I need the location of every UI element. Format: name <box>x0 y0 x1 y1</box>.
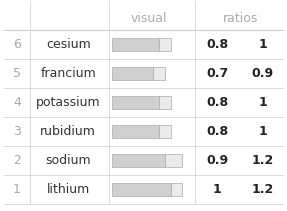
Bar <box>112 183 170 196</box>
Text: ratios: ratios <box>222 12 258 25</box>
Text: 1.2: 1.2 <box>252 154 274 167</box>
Text: 5: 5 <box>13 67 21 80</box>
Bar <box>159 125 170 138</box>
Text: rubidium: rubidium <box>40 125 96 138</box>
Bar <box>112 154 165 167</box>
Text: 1: 1 <box>259 38 267 51</box>
Text: 0.8: 0.8 <box>206 38 228 51</box>
Bar <box>159 96 170 109</box>
Text: 0.8: 0.8 <box>206 96 228 109</box>
Text: visual: visual <box>131 12 167 25</box>
Text: 1: 1 <box>259 96 267 109</box>
Bar <box>153 67 165 80</box>
Text: francium: francium <box>40 67 96 80</box>
Text: cesium: cesium <box>46 38 91 51</box>
Text: 3: 3 <box>13 125 21 138</box>
Bar <box>112 67 153 80</box>
Bar <box>112 38 159 51</box>
Text: 6: 6 <box>13 38 21 51</box>
Bar <box>170 183 182 196</box>
Text: lithium: lithium <box>46 183 90 196</box>
Text: 0.9: 0.9 <box>206 154 228 167</box>
Text: 2: 2 <box>13 154 21 167</box>
Text: 1.2: 1.2 <box>252 183 274 196</box>
Bar <box>159 38 170 51</box>
Text: sodium: sodium <box>45 154 91 167</box>
Text: 4: 4 <box>13 96 21 109</box>
Bar <box>112 125 159 138</box>
Text: 1: 1 <box>13 183 21 196</box>
Bar <box>165 154 182 167</box>
Text: 1: 1 <box>259 125 267 138</box>
Bar <box>112 96 159 109</box>
Text: 0.7: 0.7 <box>206 67 228 80</box>
Text: 0.8: 0.8 <box>206 125 228 138</box>
Text: 1: 1 <box>213 183 222 196</box>
Text: potassium: potassium <box>36 96 100 109</box>
Text: 0.9: 0.9 <box>252 67 274 80</box>
